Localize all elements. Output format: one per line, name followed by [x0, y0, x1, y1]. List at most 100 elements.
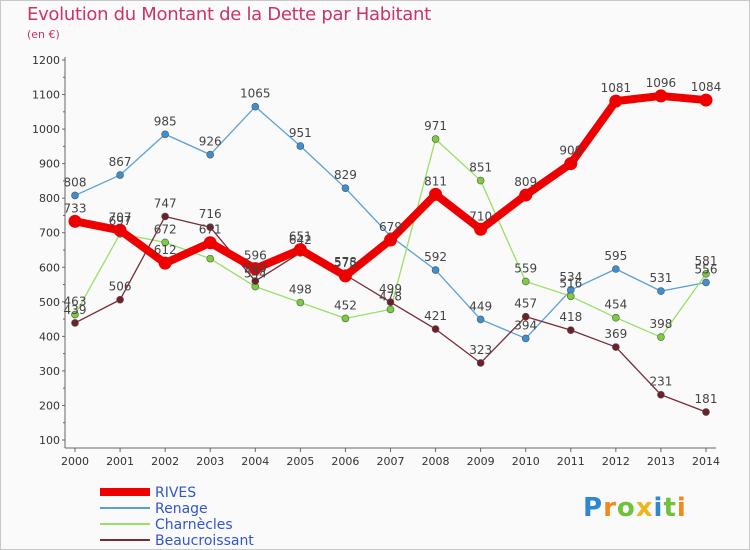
data-point	[296, 142, 305, 150]
proxiti-logo: Proxiti	[583, 493, 687, 523]
y-tick-label: 1200	[32, 54, 60, 67]
data-label: 499	[379, 282, 402, 296]
data-label: 516	[559, 276, 582, 290]
data-point	[431, 266, 440, 274]
data-point	[386, 298, 395, 306]
data-point	[702, 278, 710, 287]
data-label: 457	[514, 297, 537, 311]
data-label: 454	[604, 298, 627, 312]
data-point	[566, 292, 575, 301]
data-point	[654, 89, 668, 103]
data-point	[293, 243, 307, 257]
data-label: 733	[64, 201, 87, 215]
data-label: 679	[379, 220, 402, 234]
data-point	[702, 270, 710, 278]
data-label: 1081	[601, 81, 632, 95]
data-label: 809	[514, 175, 537, 189]
data-label: 544	[244, 267, 267, 281]
x-tick-label: 2006	[331, 455, 359, 468]
legend-label: RIVES	[155, 485, 196, 501]
data-label: 710	[469, 209, 492, 223]
data-label: 181	[695, 392, 718, 406]
data-label: 697	[109, 214, 132, 228]
data-point	[521, 312, 530, 321]
data-label: 560	[244, 261, 267, 275]
data-point	[296, 298, 305, 307]
data-point	[161, 130, 169, 139]
data-point	[609, 94, 623, 108]
legend-label: Beaucroissant	[155, 533, 254, 549]
data-point	[206, 223, 215, 231]
data-label: 747	[154, 196, 177, 210]
data-label: 596	[244, 249, 267, 263]
data-point	[341, 314, 350, 323]
data-point	[657, 390, 665, 399]
data-point	[116, 295, 124, 304]
data-label: 951	[289, 126, 312, 140]
x-tick-label: 2014	[692, 455, 720, 468]
data-point	[71, 319, 79, 327]
data-label: 671	[199, 223, 222, 237]
data-label: 578	[334, 255, 357, 269]
x-tick-label: 2003	[196, 455, 224, 468]
data-label: 1065	[240, 87, 271, 101]
data-label: 463	[64, 295, 87, 309]
data-label: 575	[334, 256, 357, 270]
x-tick-label: 2012	[602, 455, 630, 468]
legend-label: Renage	[155, 501, 208, 517]
data-point	[612, 343, 620, 351]
data-point	[519, 188, 533, 202]
data-point	[113, 223, 127, 237]
data-label: 478	[379, 289, 402, 303]
data-point	[429, 187, 443, 201]
chart-title: Evolution du Montant de la Dette par Hab…	[27, 4, 431, 25]
data-label: 707	[109, 210, 132, 224]
chart-unit: (en €)	[27, 28, 60, 41]
data-point	[657, 287, 665, 295]
y-tick-label: 200	[39, 399, 60, 412]
data-label: 449	[469, 299, 492, 313]
data-label: 829	[334, 168, 357, 182]
data-point	[521, 334, 530, 343]
data-point	[521, 277, 530, 286]
data-point	[206, 150, 215, 159]
data-label: 439	[64, 303, 87, 317]
data-label: 452	[334, 298, 357, 312]
data-point	[71, 310, 79, 319]
data-point	[158, 256, 172, 270]
x-tick-label: 2005	[286, 455, 314, 468]
data-label: 559	[514, 261, 537, 275]
data-label: 394	[514, 318, 537, 332]
y-tick-label: 400	[39, 330, 60, 343]
data-label: 369	[604, 327, 627, 341]
data-point	[431, 325, 440, 333]
data-point	[338, 269, 352, 283]
data-label: 556	[695, 262, 718, 276]
data-point	[431, 135, 440, 143]
data-label: 498	[289, 283, 312, 297]
x-tick-label: 2010	[512, 455, 540, 468]
x-tick-label: 2000	[61, 455, 89, 468]
data-point	[476, 176, 485, 185]
y-tick-label: 500	[39, 296, 60, 309]
data-point	[474, 222, 488, 236]
data-point	[564, 157, 578, 171]
data-label: 231	[649, 375, 672, 389]
data-point	[116, 171, 124, 179]
data-point	[657, 333, 665, 341]
data-point	[248, 262, 262, 276]
data-label: 1084	[691, 80, 722, 94]
data-point	[71, 191, 79, 200]
data-label: 398	[649, 317, 672, 331]
data-label: 592	[424, 250, 447, 264]
data-label: 534	[559, 270, 582, 284]
data-label: 1096	[646, 76, 677, 90]
data-label: 642	[289, 233, 312, 247]
x-tick-label: 2004	[241, 455, 269, 468]
data-label: 811	[424, 174, 447, 188]
data-label: 612	[154, 243, 177, 257]
y-tick-label: 700	[39, 227, 60, 240]
data-point	[612, 265, 620, 273]
x-tick-label: 2009	[467, 455, 495, 468]
data-label: 323	[469, 343, 492, 357]
